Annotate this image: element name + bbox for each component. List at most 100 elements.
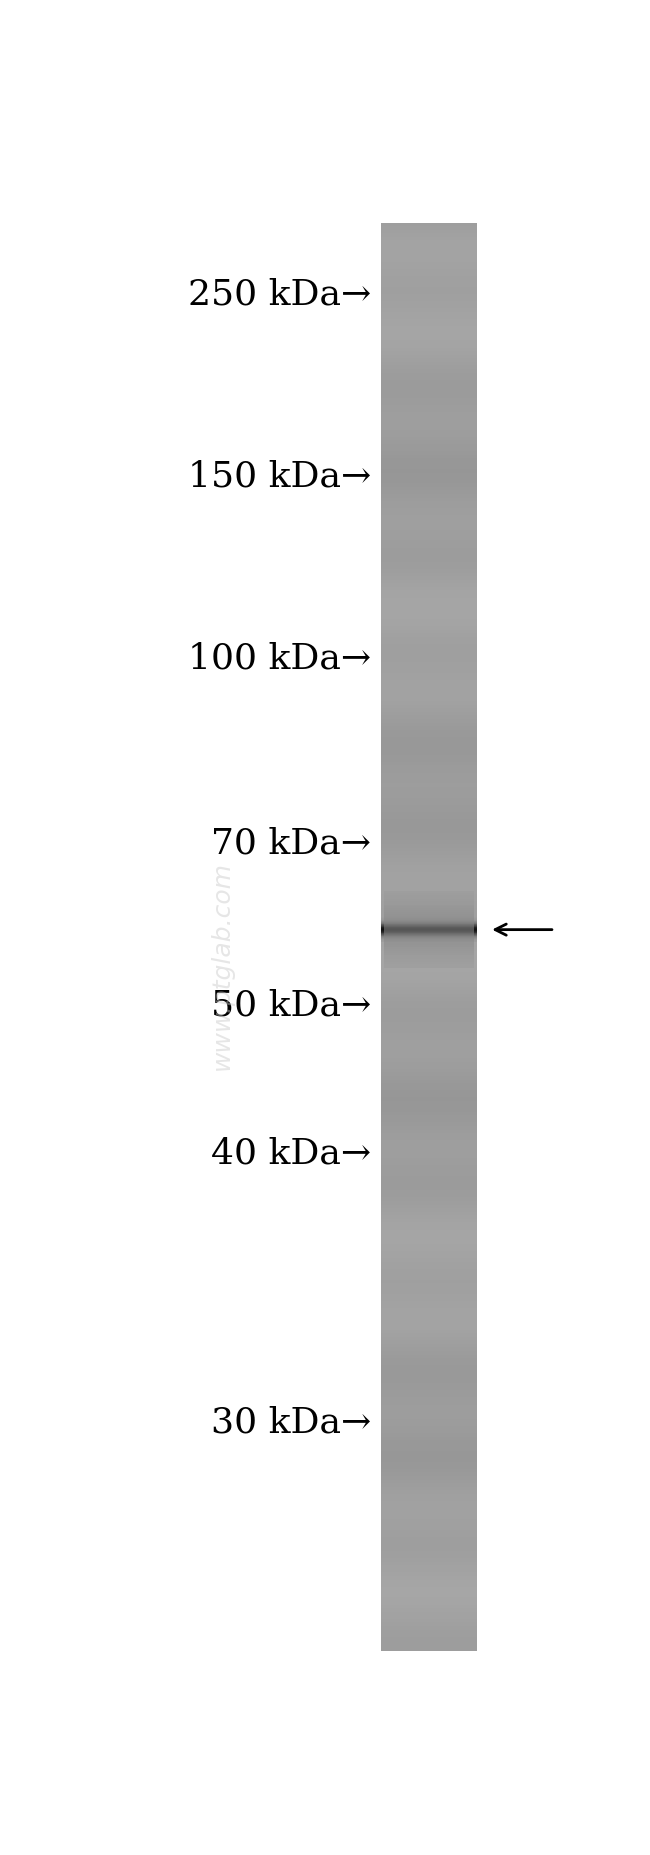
Bar [381, 1401, 476, 1404]
Bar [381, 913, 476, 915]
Bar [381, 915, 476, 918]
Bar [381, 762, 476, 766]
Bar [381, 1627, 476, 1629]
Bar [381, 430, 476, 434]
Bar [381, 369, 476, 373]
Bar [381, 477, 476, 480]
Bar [381, 816, 476, 818]
Bar [384, 907, 474, 909]
Bar [384, 890, 474, 892]
Bar [381, 1447, 476, 1451]
Bar [381, 1241, 476, 1245]
Text: 30 kDa→: 30 kDa→ [211, 1406, 371, 1439]
Bar [381, 1573, 476, 1577]
Bar [381, 926, 476, 929]
Bar [381, 393, 476, 397]
Bar [381, 683, 476, 686]
Bar [381, 265, 476, 269]
Bar [381, 983, 476, 987]
Bar [381, 1443, 476, 1447]
Bar [381, 712, 476, 716]
Bar [381, 1415, 476, 1419]
Bar [381, 241, 476, 245]
Bar [381, 1632, 476, 1636]
Bar [381, 1094, 476, 1098]
Bar [381, 1215, 476, 1219]
Bar [381, 1148, 476, 1150]
Bar [381, 1484, 476, 1486]
Bar [381, 1647, 476, 1651]
Bar [384, 931, 474, 933]
Bar [381, 1315, 476, 1319]
Bar [381, 855, 476, 859]
Bar [381, 401, 476, 404]
Bar [381, 905, 476, 909]
Bar [381, 1337, 476, 1341]
Bar [381, 397, 476, 401]
Bar [381, 933, 476, 937]
Bar [381, 1072, 476, 1076]
Bar [381, 694, 476, 697]
Bar [381, 447, 476, 451]
Bar [381, 569, 476, 573]
Bar [381, 1326, 476, 1330]
Bar [381, 341, 476, 343]
Bar [381, 720, 476, 722]
Bar [381, 326, 476, 330]
Bar [381, 1608, 476, 1612]
Bar [381, 412, 476, 416]
Bar [381, 501, 476, 505]
Bar [381, 1389, 476, 1393]
Bar [381, 965, 476, 968]
Bar [381, 623, 476, 627]
Bar [381, 1601, 476, 1605]
Bar [381, 729, 476, 733]
Bar [381, 226, 476, 230]
Bar [381, 968, 476, 972]
Bar [384, 963, 474, 965]
Bar [381, 237, 476, 241]
Bar [381, 1161, 476, 1165]
Bar [381, 380, 476, 384]
Bar [381, 330, 476, 334]
Bar [381, 620, 476, 623]
Text: 50 kDa→: 50 kDa→ [211, 989, 371, 1022]
Bar [381, 288, 476, 291]
Bar [381, 1247, 476, 1250]
Bar [381, 876, 476, 879]
Bar [381, 1265, 476, 1269]
Bar [381, 940, 476, 944]
Bar [381, 590, 476, 594]
Bar [381, 701, 476, 705]
Bar [381, 473, 476, 477]
Bar [381, 223, 476, 226]
Text: 100 kDa→: 100 kDa→ [188, 642, 371, 675]
Bar [381, 523, 476, 527]
Bar [381, 1037, 476, 1041]
Bar [381, 1458, 476, 1462]
Bar [381, 1419, 476, 1423]
Bar [381, 1187, 476, 1191]
Bar [381, 1076, 476, 1080]
Bar [381, 755, 476, 759]
Bar [381, 527, 476, 531]
Bar [381, 1130, 476, 1133]
Bar [381, 1393, 476, 1397]
Bar [381, 1523, 476, 1527]
Bar [381, 998, 476, 1002]
Bar [381, 1026, 476, 1030]
Bar [381, 1111, 476, 1115]
Bar [381, 770, 476, 772]
Bar [381, 408, 476, 412]
Bar [381, 868, 476, 872]
Bar [381, 1586, 476, 1590]
Bar [381, 987, 476, 991]
Bar [381, 440, 476, 443]
Bar [381, 1543, 476, 1547]
Bar [381, 247, 476, 250]
Bar [381, 1612, 476, 1616]
Bar [381, 490, 476, 493]
Bar [381, 508, 476, 512]
Bar [381, 1376, 476, 1380]
Bar [381, 1261, 476, 1265]
